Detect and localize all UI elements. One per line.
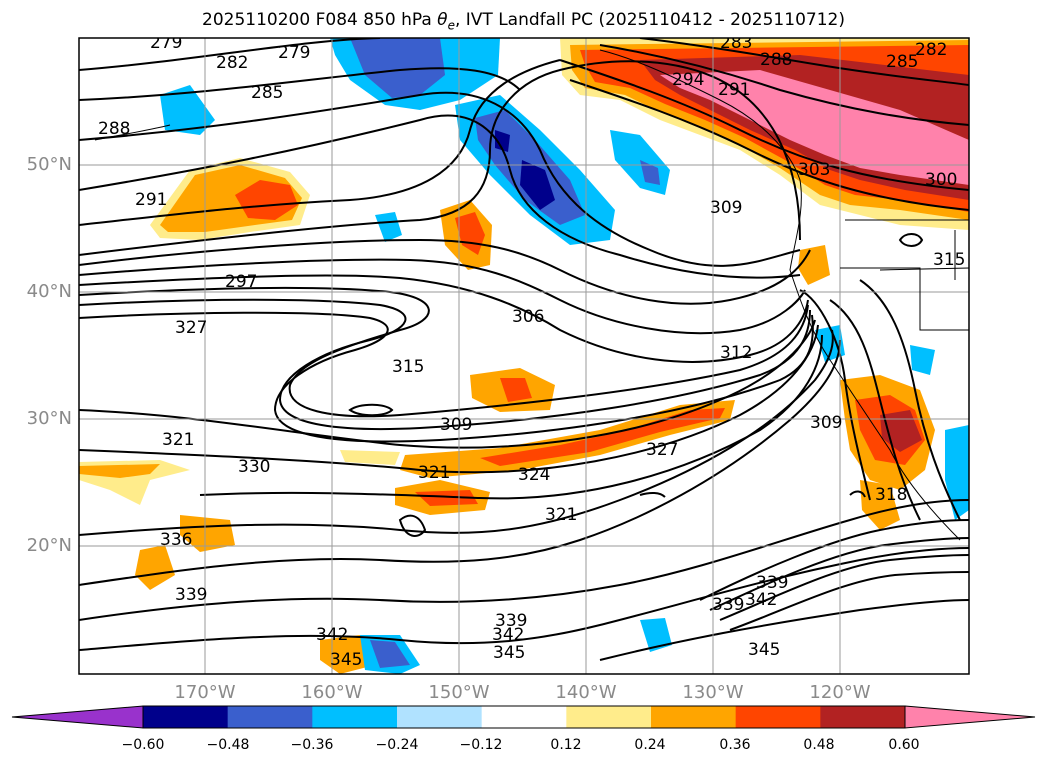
contour-label: 336 xyxy=(160,530,192,550)
shading-negative xyxy=(160,38,969,674)
colorbar-segment xyxy=(397,706,483,728)
colorbar-segment xyxy=(227,706,313,728)
lat-label-50: 50°N xyxy=(26,154,72,175)
contour-label: 324 xyxy=(518,465,550,485)
colorbar-segment xyxy=(566,706,652,728)
contour-label: 291 xyxy=(718,80,750,100)
contour-label: 309 xyxy=(440,415,472,435)
contour-label: 279 xyxy=(150,33,182,53)
colorbar-tick: −0.24 xyxy=(375,737,419,753)
contour-label: 309 xyxy=(810,413,842,433)
contour-label: 327 xyxy=(646,440,678,460)
colorbar-segment xyxy=(481,706,567,728)
contour-label: 300 xyxy=(925,170,957,190)
contour-label: 339 xyxy=(712,595,744,615)
colorbar-segment xyxy=(312,706,398,728)
contour-label: 342 xyxy=(492,625,524,645)
lat-label-30: 30°N xyxy=(26,408,72,429)
contour-label: 327 xyxy=(175,318,207,338)
map-frame xyxy=(78,37,970,675)
contour-label: 285 xyxy=(251,83,283,103)
map-title: 2025110200 F084 850 hPa θe, IVT Landfall… xyxy=(202,10,845,33)
contour-label: 321 xyxy=(545,505,577,525)
graticule xyxy=(79,38,969,674)
colorbar-segment xyxy=(651,706,737,728)
contour-label: 339 xyxy=(175,585,207,605)
contour-label: 345 xyxy=(748,640,780,660)
contour-label: 279 xyxy=(278,43,310,63)
contour-label: 288 xyxy=(760,50,792,70)
contour-label: 288 xyxy=(98,119,130,139)
colorbar-tick: 0.12 xyxy=(550,737,582,753)
contour-label: 294 xyxy=(672,70,704,90)
contour-label: 321 xyxy=(418,463,450,483)
lon-label-170w: 170°W xyxy=(174,682,236,703)
lon-label-160w: 160°W xyxy=(301,682,363,703)
contour-label: 291 xyxy=(135,190,167,210)
contour-label: 345 xyxy=(493,643,525,663)
colorbar-tick: −0.36 xyxy=(290,737,334,753)
colorbar-tick: 0.60 xyxy=(888,737,920,753)
theta-e-contours xyxy=(79,38,969,661)
contour-label: 318 xyxy=(875,485,907,505)
contour-label: 342 xyxy=(745,590,777,610)
lat-label-20: 20°N xyxy=(26,535,72,556)
colorbar-tick: −0.48 xyxy=(206,737,250,753)
colorbar-segment xyxy=(820,706,906,728)
colorbar-tick: 0.24 xyxy=(634,737,666,753)
lon-label-120w: 120°W xyxy=(809,682,871,703)
contour-label: 321 xyxy=(162,430,194,450)
contour-label: 342 xyxy=(316,625,348,645)
colorbar-extend-high xyxy=(905,706,1035,728)
colorbar-tick: −0.12 xyxy=(459,737,503,753)
contour-label: 339 xyxy=(756,573,788,593)
colorbar-segment xyxy=(735,706,821,728)
shading-positive xyxy=(79,38,969,674)
lat-label-40: 40°N xyxy=(26,281,72,302)
colorbar-segment xyxy=(143,706,229,728)
contour-label: 345 xyxy=(330,650,362,670)
contour-label: 309 xyxy=(710,198,742,218)
colorbar-tick: −0.60 xyxy=(121,737,165,753)
contour-label: 330 xyxy=(238,457,270,477)
contour-labels: 279 279 282 285 288 291 297 327 315 309 … xyxy=(98,33,965,670)
coastlines xyxy=(94,49,969,541)
contour-label: 315 xyxy=(392,357,424,377)
contour-label: 303 xyxy=(798,160,830,180)
contour-label: 306 xyxy=(512,307,544,327)
colorbar-segments xyxy=(12,706,1035,728)
contour-label: 282 xyxy=(216,53,248,73)
colorbar-tick: 0.36 xyxy=(719,737,751,753)
colorbar-tick: 0.48 xyxy=(803,737,835,753)
colorbar xyxy=(11,705,1036,729)
lon-label-130w: 130°W xyxy=(682,682,744,703)
colorbar-extend-low xyxy=(12,706,143,728)
contour-label: 339 xyxy=(495,611,527,631)
lon-label-150w: 150°W xyxy=(428,682,490,703)
lon-label-140w: 140°W xyxy=(555,682,617,703)
contour-label: 315 xyxy=(933,250,965,270)
contour-label: 312 xyxy=(720,343,752,363)
contour-label: 285 xyxy=(886,52,918,72)
contour-label: 282 xyxy=(915,40,947,60)
map-panel: 279 279 282 285 288 291 297 327 315 309 … xyxy=(78,33,970,675)
contour-label: 297 xyxy=(225,272,257,292)
contour-label: 283 xyxy=(720,33,752,53)
